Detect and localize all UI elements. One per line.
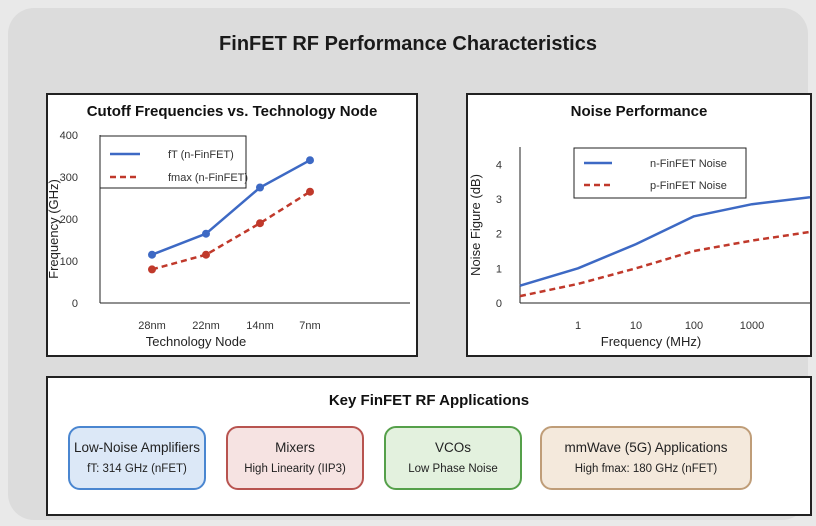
noise-y-label: Noise Figure (dB): [468, 174, 483, 276]
cutoff-data-point: [202, 229, 210, 238]
cutoff-chart-panel: Cutoff Frequencies vs. Technology Node 4…: [46, 93, 418, 357]
cutoff-data-point: [306, 156, 314, 165]
app-card-title: Low-Noise Amplifiers: [73, 440, 201, 455]
cutoff-data-point: [202, 250, 210, 259]
cutoff-data-point: [256, 183, 264, 192]
noise-y-tick-label: 3: [496, 194, 502, 206]
app-card-mmwave: mmWave (5G) Applications High fmax: 180 …: [540, 426, 752, 490]
noise-legend: n-FinFET Noise p-FinFET Noise: [573, 147, 747, 199]
cutoff-y-tick-label: 300: [60, 172, 78, 184]
app-card-title: Mixers: [275, 440, 315, 455]
app-card-vcos: VCOs Low Phase Noise: [384, 426, 522, 490]
cutoff-chart: 400 300 200 100 0 28nm 22nm 14nm 7nm Technology…: [48, 130, 410, 349]
noise-chart-title: Noise Performance: [570, 103, 708, 120]
cutoff-x-tick-label: 22nm: [192, 320, 220, 332]
cutoff-legend-ft: fT (n-FinFET): [168, 149, 234, 161]
cutoff-y-tick-label: 100: [60, 256, 78, 268]
cutoff-data-point: [148, 250, 156, 259]
cutoff-chart-title: Cutoff Frequencies vs. Technology Node: [86, 103, 378, 120]
cutoff-x-tick-label: 28nm: [138, 320, 166, 332]
cutoff-y-label: Frequency (GHz): [48, 179, 61, 279]
app-card-subtitle: High fmax: 180 GHz (nFET): [574, 463, 718, 475]
cutoff-data-point: [306, 187, 314, 196]
cutoff-legend-fmax: fmax (n-FinFET): [168, 172, 248, 184]
cutoff-legend: fT (n-FinFET) fmax (n-FinFET): [99, 135, 248, 189]
noise-y-tick-label: 0: [496, 298, 502, 310]
cutoff-data-point: [256, 219, 264, 228]
applications-panel: Key FinFET RF Applications Low-Noise Amp…: [46, 376, 812, 516]
app-card-title: VCOs: [434, 440, 471, 455]
noise-x-label: Frequency (MHz): [601, 334, 701, 349]
cutoff-series-line-1: [151, 190, 311, 271]
cutoff-x-tick-label: 7nm: [299, 320, 320, 332]
cutoff-y-tick-label: 400: [60, 130, 78, 142]
app-card-lna: Low-Noise Amplifiers fT: 314 GHz (nFET): [68, 426, 206, 490]
noise-x-tick-label: 10: [630, 320, 642, 332]
cutoff-x-label: Technology Node: [146, 334, 246, 349]
noise-x-tick-label: 1000: [740, 320, 764, 332]
noise-series-line-0: [519, 196, 810, 287]
cutoff-data-point: [148, 265, 156, 274]
noise-y-tick-label: 1: [496, 263, 502, 275]
cutoff-series-line-0: [151, 159, 311, 256]
noise-legend-p: p-FinFET Noise: [650, 180, 727, 192]
noise-legend-n: n-FinFET Noise: [650, 158, 727, 170]
noise-legend-box: [573, 147, 747, 199]
noise-y-tick-label: 2: [496, 229, 502, 241]
app-card-subtitle: High Linearity (IIP3): [244, 463, 346, 475]
cutoff-y-tick-label: 0: [72, 298, 78, 310]
app-card-title: mmWave (5G) Applications: [564, 440, 728, 455]
noise-x-tick-label: 1: [575, 320, 581, 332]
page-title: FinFET RF Performance Characteristics: [219, 33, 597, 55]
noise-series-line-1: [519, 230, 810, 298]
cutoff-y-tick-label: 200: [60, 214, 78, 226]
noise-y-tick-label: 4: [496, 159, 502, 171]
cutoff-x-tick-label: 14nm: [246, 320, 274, 332]
app-card-subtitle: fT: 314 GHz (nFET): [87, 463, 187, 475]
applications-title: Key FinFET RF Applications: [328, 392, 530, 409]
noise-x-tick-label: 100: [685, 320, 703, 332]
app-card-subtitle: Low Phase Noise: [408, 463, 498, 475]
cutoff-legend-box: [99, 135, 247, 189]
app-card-mixers: Mixers High Linearity (IIP3): [226, 426, 364, 490]
